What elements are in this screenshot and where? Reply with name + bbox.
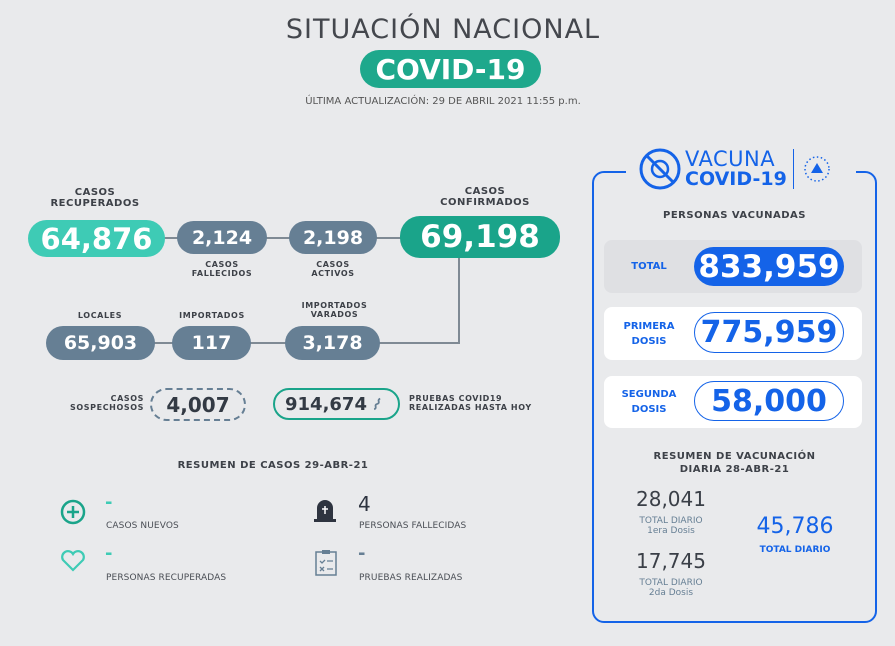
plus-circle-icon [60, 499, 86, 525]
segunda-value: 58,000 [694, 381, 844, 421]
summary-title: RESUMEN DE CASOS 29-ABR-21 [177, 460, 369, 471]
importados-label: IMPORTADOS [179, 311, 245, 320]
daily-total-value: 45,786 [756, 514, 834, 539]
locales-value: 65,903 [46, 326, 155, 360]
page-title: SITUACIÓN NACIONAL [285, 14, 601, 45]
sospechosos-value: 4,007 [150, 388, 246, 421]
locales-label: LOCALES [77, 311, 123, 320]
recovered-value: - [105, 543, 113, 564]
vaccinated-title: PERSONAS VACUNADAS [663, 210, 806, 221]
importados-value: 117 [172, 326, 251, 360]
virus-crossed-icon [639, 148, 681, 190]
logo-vacuna: VACUNA [685, 147, 776, 171]
recuperados-value: 64,876 [28, 220, 165, 257]
total-value: 833,959 [694, 247, 844, 286]
pruebas-pill: 914,674 ⌇ [273, 388, 400, 420]
tests-value: - [358, 543, 366, 564]
primera-label: PRIMERA DOSIS [623, 320, 675, 347]
confirmados-value: 69,198 [400, 216, 560, 258]
activos-value: 2,198 [289, 221, 377, 254]
daily-second-label: TOTAL DIARIO 2da Dosis [639, 578, 703, 598]
heart-icon [61, 550, 85, 572]
segunda-label: SEGUNDA DOSIS [621, 389, 677, 415]
el-salvador-seal-icon [804, 156, 830, 182]
logo-covid: COVID-19 [685, 168, 787, 190]
test-tube-icon: ⌇ [368, 393, 386, 415]
tombstone-icon [314, 500, 336, 522]
total-row: TOTAL 833,959 [604, 240, 862, 293]
daily-second-value: 17,745 [636, 549, 706, 573]
covid-badge: COVID-19 [360, 50, 541, 88]
recuperados-label: CASOS RECUPERADOS [50, 187, 140, 209]
confirmados-label: CASOS CONFIRMADOS [440, 186, 530, 208]
daily-total-label: TOTAL DIARIO [759, 545, 831, 555]
new-cases-label: CASOS NUEVOS [106, 521, 179, 531]
primera-value: 775,959 [694, 312, 844, 353]
varados-value: 3,178 [285, 326, 380, 360]
pruebas-label: PRUEBAS COVID19 REALIZADAS HASTA HOY [409, 394, 532, 412]
deaths-label: PERSONAS FALLECIDAS [359, 521, 467, 531]
total-label: TOTAL [631, 261, 667, 272]
daily-first-label: TOTAL DIARIO 1era Dosis [639, 516, 703, 536]
daily-first-value: 28,041 [636, 487, 706, 511]
new-cases-value: - [105, 492, 113, 513]
varados-label: IMPORTADOS VARADOS [301, 301, 368, 319]
primera-row: PRIMERA DOSIS 775,959 [604, 307, 862, 360]
activos-label: CASOS ACTIVOS [311, 260, 355, 278]
sospechosos-label: CASOS SOSPECHOSOS [70, 394, 144, 412]
recovered-label: PERSONAS RECUPERADAS [106, 573, 227, 583]
fallecidos-value: 2,124 [177, 221, 267, 254]
pruebas-value: 914,674 [285, 393, 367, 415]
deaths-value: 4 [358, 492, 371, 516]
connector [160, 237, 405, 239]
connector [458, 258, 460, 343]
daily-title: RESUMEN DE VACUNACIÓN DIARIA 28-ABR-21 [653, 451, 816, 475]
fallecidos-label: CASOS FALLECIDOS [191, 260, 253, 278]
clipboard-icon [315, 550, 337, 576]
segunda-row: SEGUNDA DOSIS 58,000 [604, 376, 862, 428]
tests-label: PRUEBAS REALIZADAS [359, 573, 463, 583]
last-updated: ÚLTIMA ACTUALIZACIÓN: 29 DE ABRIL 2021 1… [305, 96, 581, 107]
vaccine-logo: VACUNA COVID-19 [626, 145, 856, 193]
